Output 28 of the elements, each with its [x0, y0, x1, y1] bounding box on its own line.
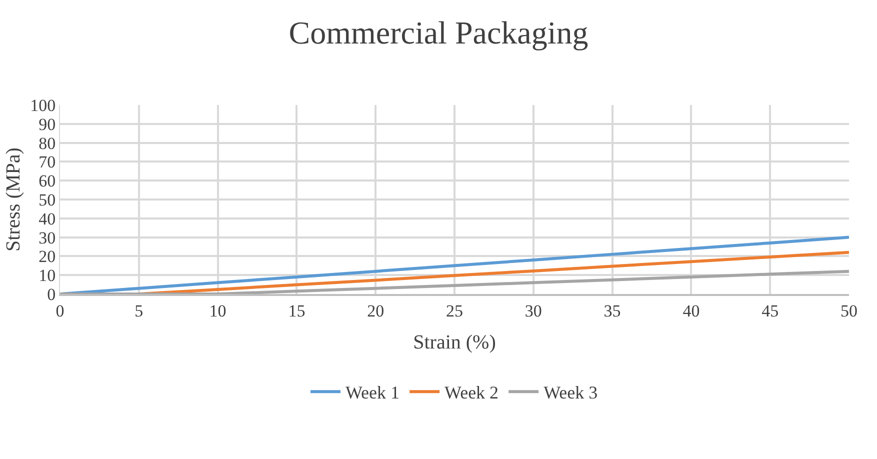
y-axis-title: Stress (MPa) [2, 148, 25, 252]
y-tick-label: 100 [30, 96, 56, 115]
line-series [60, 270, 849, 294]
legend-label: Week 2 [444, 382, 499, 403]
x-tick-label: 5 [134, 301, 144, 320]
y-tick-label: 30 [38, 228, 56, 248]
x-tick-label: 30 [524, 301, 542, 320]
legend-label: Week 3 [544, 382, 598, 403]
x-tick-label: 40 [682, 301, 700, 320]
y-tick-label: 70 [38, 152, 56, 172]
y-tick-label: 0 [47, 284, 56, 304]
y-tick-label: 40 [38, 209, 56, 228]
x-tick-label: 45 [762, 301, 779, 320]
chart-title: Commercial Packaging [288, 14, 588, 50]
x-axis-title: Strain (%) [413, 331, 496, 354]
x-tick-label: 35 [604, 301, 621, 320]
y-tick-label: 10 [38, 266, 56, 286]
x-tick-label: 50 [840, 301, 858, 320]
y-tick-label: 80 [38, 134, 56, 153]
legend-label: Week 1 [346, 382, 400, 403]
x-tick-label: 20 [367, 301, 384, 320]
x-tick-label: 25 [446, 301, 463, 320]
x-tick-label: 10 [209, 301, 226, 320]
y-tick-label: 60 [38, 172, 56, 191]
x-tick-label: 15 [288, 301, 306, 320]
y-tick-label: 50 [38, 190, 56, 210]
y-tick-label: 20 [38, 247, 56, 266]
y-tick-label: 90 [38, 114, 56, 134]
